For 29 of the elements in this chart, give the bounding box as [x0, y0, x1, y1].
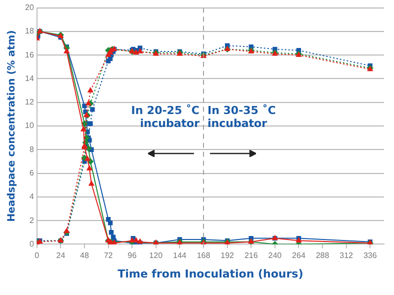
x-tick-label: 96	[128, 251, 138, 260]
y-tick-label: 12	[24, 98, 34, 107]
x-tick-label: 288	[316, 251, 330, 260]
x-axis-title: Time from Inoculation (hours)	[118, 267, 304, 280]
x-tick-label: 264	[292, 251, 306, 260]
y-tick-label: 6	[29, 168, 34, 178]
x-tick-label: 240	[268, 251, 282, 260]
y-tick-label: 2	[29, 216, 34, 225]
y-tick-label: 18	[24, 26, 34, 36]
y-tick-label: 14	[24, 74, 34, 83]
y-tick-label: 4	[29, 192, 34, 202]
y-tick-label: 16	[24, 50, 34, 60]
x-tick-label: 24	[56, 251, 66, 260]
x-tick-label: 144	[173, 251, 187, 260]
x-tick-label: 216	[244, 251, 258, 260]
annotation: In 30-35 ˚C incubator	[208, 104, 276, 130]
x-tick-label: 120	[149, 251, 164, 260]
x-tick-label: 312	[340, 251, 354, 260]
x-tick-label: 336	[363, 251, 378, 260]
x-tick-label: 72	[104, 251, 114, 260]
annotation: In 20-25 ˚C incubator	[131, 104, 200, 130]
x-tick-label: 192	[220, 251, 235, 260]
y-tick-label: 8	[29, 144, 34, 154]
x-tick-label: 168	[196, 251, 211, 260]
y-tick-label: 10	[24, 121, 34, 130]
y-tick-label: 20	[24, 3, 34, 12]
x-tick-label: 48	[80, 251, 90, 260]
y-tick-label: 0	[29, 239, 34, 248]
y-axis-title: Headspace concentration (% atm)	[6, 30, 18, 222]
